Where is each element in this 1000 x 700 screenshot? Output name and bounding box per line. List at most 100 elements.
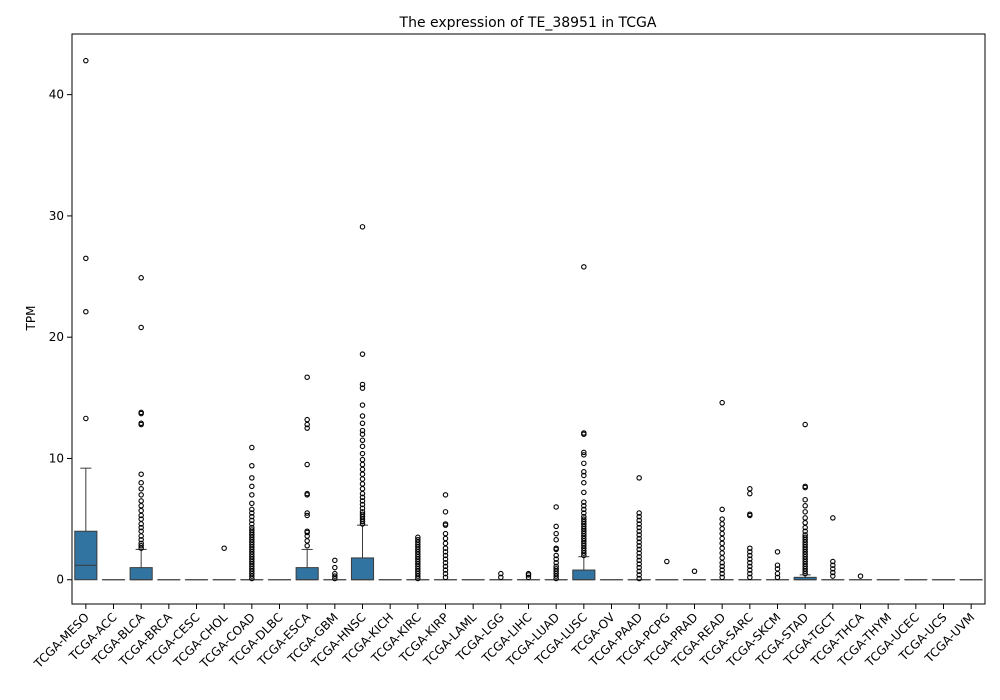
outlier-point — [719, 567, 725, 573]
box-group — [489, 570, 513, 581]
outlier-point — [747, 570, 753, 577]
plot-area — [74, 57, 983, 582]
box-group — [682, 568, 707, 581]
outlier-point — [747, 486, 753, 492]
outlier-point — [442, 530, 449, 537]
outlier-point — [802, 503, 808, 509]
y-tick-label: 30 — [49, 209, 64, 223]
outlier-point — [83, 415, 89, 422]
box — [572, 569, 596, 581]
outlier-point — [138, 324, 144, 331]
outlier-point — [581, 479, 587, 486]
box-group — [516, 570, 541, 581]
outlier-point — [138, 409, 144, 416]
outlier-point — [332, 564, 338, 571]
box-group — [848, 573, 873, 581]
outlier-point — [581, 452, 587, 458]
outlier-point — [581, 472, 587, 479]
outlier-point — [442, 535, 449, 542]
outlier-point — [719, 563, 725, 570]
outlier-point — [802, 483, 808, 490]
outlier-point — [719, 574, 725, 581]
outlier-point — [802, 532, 808, 538]
outlier-point — [138, 528, 144, 534]
outlier-point — [138, 524, 144, 531]
outlier-point — [553, 545, 559, 551]
outlier-point — [719, 555, 725, 561]
outlier-point — [359, 420, 366, 427]
outlier-point — [83, 308, 89, 315]
box — [295, 567, 319, 581]
box — [74, 530, 98, 581]
outlier-point — [304, 538, 310, 544]
outlier-point — [332, 570, 338, 577]
outlier-point — [581, 489, 587, 496]
outlier-point — [138, 540, 144, 547]
outlier-point — [249, 500, 255, 507]
outlier-point — [442, 521, 449, 527]
outlier-point — [304, 512, 310, 519]
outlier-point — [249, 521, 255, 527]
outlier-point — [719, 516, 725, 522]
outlier-point — [747, 545, 753, 551]
outlier-point — [747, 574, 753, 581]
outlier-point — [553, 566, 559, 572]
outlier-point — [359, 431, 366, 437]
outlier-point — [249, 483, 255, 490]
box-group — [572, 264, 596, 581]
outlier-point — [857, 573, 864, 579]
outlier-point — [636, 475, 642, 481]
outlier-point — [636, 564, 642, 571]
outlier-point — [442, 574, 449, 581]
outlier-point — [138, 498, 144, 504]
box-group — [821, 515, 845, 581]
outlier-point — [636, 528, 642, 534]
outlier-point — [249, 517, 255, 524]
box-group — [74, 57, 98, 581]
outlier-point — [359, 505, 366, 511]
outlier-point — [442, 563, 449, 570]
outlier-point — [359, 471, 366, 477]
outlier-point — [359, 437, 366, 444]
outlier-point — [636, 572, 642, 578]
outlier-point — [83, 255, 89, 262]
outlier-point — [442, 560, 449, 566]
outlier-point — [664, 558, 670, 565]
outlier-point — [747, 556, 753, 562]
y-axis-label: TPM — [24, 306, 38, 332]
outlier-point — [138, 275, 144, 281]
outlier-point — [304, 425, 310, 431]
outlier-point — [636, 575, 642, 582]
outlier-point — [830, 562, 836, 568]
outlier-point — [747, 563, 753, 570]
outlier-point — [304, 490, 310, 497]
outlier-point — [774, 549, 781, 555]
outlier-point — [830, 569, 836, 576]
outlier-point — [581, 503, 587, 509]
box-group — [129, 275, 153, 581]
outlier-point — [691, 568, 698, 575]
outlier-point — [747, 549, 753, 555]
outlier-point — [581, 506, 587, 513]
outlier-point — [442, 509, 449, 515]
outlier-point — [581, 264, 587, 270]
outlier-point — [636, 568, 642, 575]
outlier-point — [636, 513, 642, 520]
box-group — [212, 545, 236, 581]
outlier-point — [802, 496, 808, 503]
outlier-point — [719, 399, 725, 406]
outlier-point — [636, 553, 642, 560]
outlier-point — [581, 430, 587, 436]
outlier-point — [719, 521, 725, 527]
outlier-point — [581, 460, 587, 467]
outlier-point — [747, 560, 753, 566]
outlier-point — [332, 557, 338, 564]
box-group — [627, 475, 651, 582]
outlier-point — [636, 539, 642, 545]
outlier-point — [553, 560, 559, 566]
outlier-point — [359, 498, 366, 504]
box — [350, 557, 375, 581]
outlier-point — [249, 524, 255, 531]
box-group — [793, 421, 817, 581]
